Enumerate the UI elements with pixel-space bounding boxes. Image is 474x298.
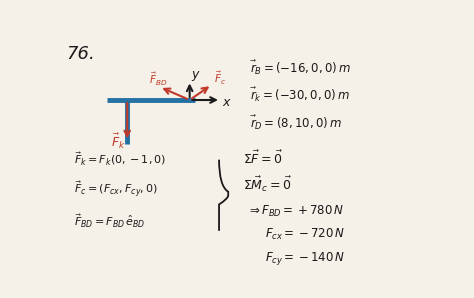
Text: x: x [223, 96, 230, 109]
Text: $F_{cx}=-720\,N$: $F_{cx}=-720\,N$ [265, 227, 345, 242]
Text: $\Rightarrow F_{BD}=+780\,N$: $\Rightarrow F_{BD}=+780\,N$ [246, 204, 344, 219]
Text: $\vec{F}_{c}=(F_{cx},F_{cy},0)$: $\vec{F}_{c}=(F_{cx},F_{cy},0)$ [74, 180, 158, 200]
Text: $\vec{F}_{c}$: $\vec{F}_{c}$ [214, 70, 226, 87]
Text: $\vec{F}_{BD}$: $\vec{F}_{BD}$ [148, 71, 167, 88]
Text: $F_{cy}=-140\,N$: $F_{cy}=-140\,N$ [265, 250, 345, 267]
Text: y: y [191, 68, 199, 81]
Text: $\vec{r}_{k}=(-30,0,0)\,m$: $\vec{r}_{k}=(-30,0,0)\,m$ [250, 86, 350, 104]
Text: $\vec{F}_{k}=F_{k}(0,-1,0)$: $\vec{F}_{k}=F_{k}(0,-1,0)$ [74, 151, 166, 168]
Text: $\vec{F}_{BD}=F_{BD}\,\hat{e}_{BD}$: $\vec{F}_{BD}=F_{BD}\,\hat{e}_{BD}$ [74, 212, 146, 230]
Text: $\vec{r}_{D}=(8,10,0)\,m$: $\vec{r}_{D}=(8,10,0)\,m$ [250, 114, 342, 132]
Text: 76.: 76. [66, 45, 95, 63]
Text: $\vec{F}_{k}$: $\vec{F}_{k}$ [110, 132, 125, 151]
Text: $\Sigma\vec{F}=\vec{0}$: $\Sigma\vec{F}=\vec{0}$ [243, 150, 283, 167]
Text: $\Sigma\vec{M}_{c}=\vec{0}$: $\Sigma\vec{M}_{c}=\vec{0}$ [243, 174, 292, 194]
Text: $\vec{r}_{B}=(-16,0,0)\,m$: $\vec{r}_{B}=(-16,0,0)\,m$ [250, 58, 351, 77]
